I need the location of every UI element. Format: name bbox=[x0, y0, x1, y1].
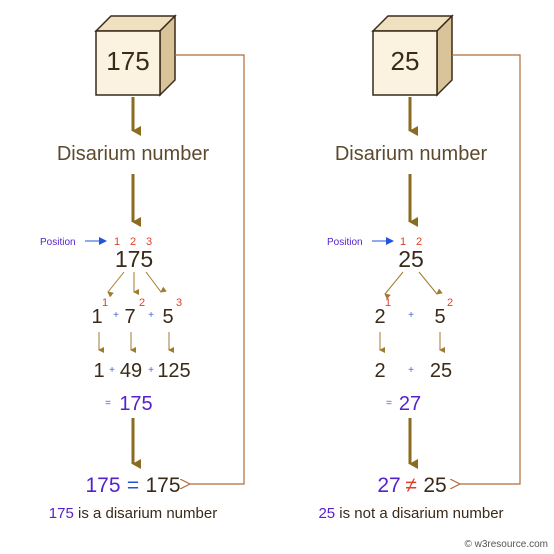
right-plus-1: + bbox=[408, 310, 414, 321]
right-digit-1: 2 bbox=[374, 306, 385, 328]
left-exponent-1: 1 bbox=[102, 297, 108, 309]
right-position-1: 1 bbox=[400, 236, 406, 248]
right-exponent-2: 2 bbox=[447, 297, 453, 309]
left-conclusion-number: 175 bbox=[49, 505, 74, 522]
right-title: Disarium number bbox=[335, 143, 488, 165]
right-position-label: Position bbox=[327, 237, 363, 248]
right-sum: 27 bbox=[399, 393, 421, 415]
credit-text: © w3resource.com bbox=[464, 539, 548, 550]
right-position-2: 2 bbox=[416, 236, 422, 248]
left-cube-number: 175 bbox=[106, 46, 149, 76]
left-digit-arrow-1 bbox=[107, 271, 125, 298]
right-power-1: 2 bbox=[374, 360, 385, 382]
left-exponent-3: 3 bbox=[176, 297, 182, 309]
left-number-cube: 175 bbox=[94, 14, 177, 97]
left-sum-equals: = bbox=[105, 398, 111, 409]
left-position-label: Position bbox=[40, 237, 76, 248]
left-position-3: 3 bbox=[146, 236, 152, 248]
left-power-2: 49 bbox=[120, 360, 142, 382]
left-sum: 175 bbox=[119, 393, 152, 415]
right-conclusion-text: is not a disarium number bbox=[335, 505, 503, 522]
right-cube-number: 25 bbox=[391, 46, 420, 76]
left-plus-2: + bbox=[148, 310, 154, 321]
left-connector-line bbox=[175, 54, 245, 484]
right-sum-equals: = bbox=[386, 398, 392, 409]
left-conclusion-text: is a disarium number bbox=[74, 505, 217, 522]
right-column: 25 Disarium number Position 1 2 25 2 1 +… bbox=[318, 14, 521, 522]
right-conclusion: 25 is not a disarium number bbox=[318, 505, 503, 522]
left-plus-1: + bbox=[113, 310, 119, 321]
left-compare-left: 175 bbox=[85, 474, 120, 497]
left-compare-right: 175 bbox=[145, 474, 180, 497]
left-compare-operator: = bbox=[127, 474, 139, 497]
left-exponent-2: 2 bbox=[139, 297, 145, 309]
right-conclusion-number: 25 bbox=[318, 505, 335, 522]
right-number-cube: 25 bbox=[371, 14, 454, 97]
right-power-2: 25 bbox=[430, 360, 452, 382]
right-compare-operator: ≠ bbox=[405, 474, 417, 497]
left-number-split: 175 bbox=[115, 246, 153, 272]
left-power-plus-1: + bbox=[109, 365, 115, 376]
left-title: Disarium number bbox=[57, 143, 210, 165]
left-digit-arrow-3 bbox=[145, 271, 167, 293]
left-position-2: 2 bbox=[130, 236, 136, 248]
right-digit-arrow-2 bbox=[418, 271, 443, 295]
left-power-plus-2: + bbox=[148, 365, 154, 376]
right-connector-line bbox=[452, 54, 521, 484]
left-digit-3: 5 bbox=[162, 306, 173, 328]
left-power-3: 125 bbox=[157, 360, 190, 382]
left-digit-2: 7 bbox=[124, 306, 135, 328]
right-power-plus: + bbox=[408, 365, 414, 376]
left-position-1: 1 bbox=[114, 236, 120, 248]
right-compare-right: 25 bbox=[423, 474, 446, 497]
right-digit-arrow-1 bbox=[384, 271, 404, 300]
left-power-1: 1 bbox=[93, 360, 104, 382]
right-digit-2: 5 bbox=[434, 306, 445, 328]
left-digit-1: 1 bbox=[91, 306, 102, 328]
left-conclusion: 175 is a disarium number bbox=[49, 505, 217, 522]
right-number-split: 25 bbox=[398, 246, 424, 272]
left-column: 175 Disarium number Position 1 2 3 175 1… bbox=[40, 14, 245, 522]
right-exponent-1: 1 bbox=[385, 297, 391, 309]
right-compare-left: 27 bbox=[377, 474, 400, 497]
